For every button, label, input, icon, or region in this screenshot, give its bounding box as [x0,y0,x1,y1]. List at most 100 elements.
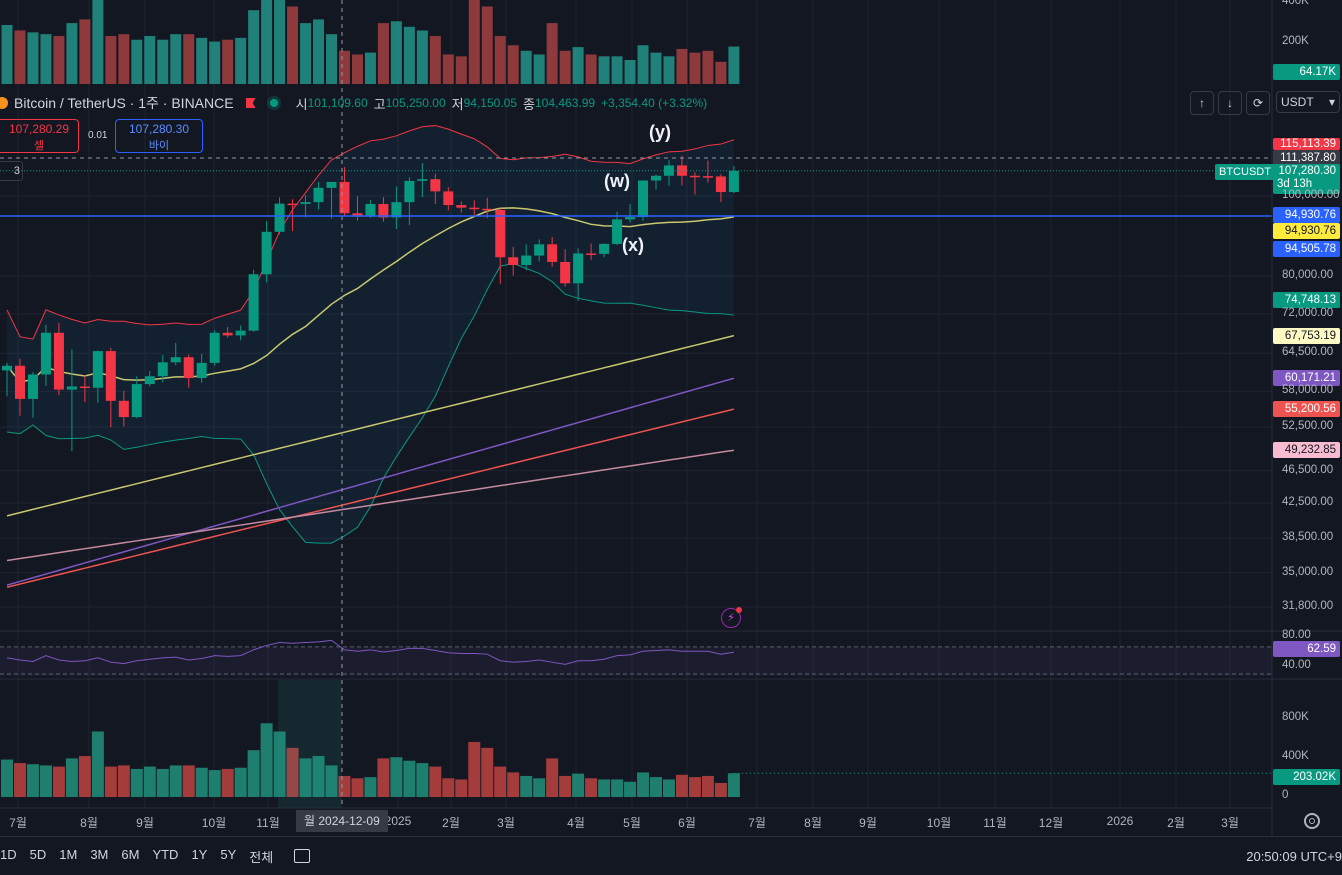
top-volume-bar [235,37,247,84]
buy-price: 107,280.30 [128,122,190,136]
top-volume-bar [650,52,662,84]
indicators-count-toggle[interactable]: 3 [0,161,23,181]
candle-body [352,213,363,217]
clock[interactable]: 20:50:09 UTC+9 [1246,849,1342,864]
flag-icon[interactable] [245,98,256,108]
candle-body [79,386,90,388]
calendar-icon[interactable] [294,849,311,863]
time-tick: 8월 [804,816,822,830]
candle-body [728,170,739,193]
time-tick: 10월 [201,816,227,830]
candle-body [689,175,700,178]
range-button[interactable]: 전체 [249,849,274,865]
sell-button[interactable]: 107,280.29 셀 [0,119,79,153]
currency-select[interactable]: USDT ▾ [1276,91,1340,113]
candle-body [547,244,558,262]
candle-body [495,209,506,258]
top-volume-bar [248,10,260,85]
move-up-button[interactable]: ↑ [1190,91,1214,115]
volume-bar [481,747,494,797]
top-volume-bar [637,45,649,84]
time-tick: 9월 [136,816,154,830]
volume-bar [624,781,637,797]
move-down-button[interactable]: ↓ [1218,91,1242,115]
close-value: 104,463.99 [534,96,596,110]
range-button[interactable]: 3M [90,846,109,862]
range-button[interactable]: YTD [152,846,179,862]
close-label: 종 [523,96,535,112]
range-button[interactable]: 5D [29,846,47,862]
sell-label: 셀 [33,140,45,152]
symbol-title[interactable]: Bitcoin / TetherUS · 1주 · BINANCE [14,95,234,111]
candle-body [599,243,610,254]
price-tick: 52,500.00 [1282,420,1334,433]
candle-body [378,203,389,218]
volume-bar [1,759,13,797]
settings-gear-icon[interactable] [1304,813,1320,829]
candle-body [40,332,51,375]
volume-bar [442,778,455,797]
symbol-flag: BTCUSDT [1215,164,1275,180]
time-tick: 5월 [623,816,641,830]
high-value: 105,250.00 [385,96,446,110]
candle-body [235,330,246,336]
candle-body [53,332,64,390]
range-button[interactable]: 1D [0,846,17,862]
high-label: 고 [373,96,386,112]
bollinger-band-fill [7,125,734,544]
volume-bar [662,779,675,797]
crosshair-price-label: 111,387.80 [1273,150,1340,166]
candle-body [287,203,298,206]
volume-bar [299,758,312,797]
candle-body [222,332,233,336]
volume-bar [611,779,624,797]
top-volume-bar [455,56,467,84]
range-button[interactable]: 5Y [220,846,237,862]
top-volume-bar [300,23,312,85]
top-volume-bar [598,56,610,84]
chevron-down-icon: ▾ [1328,95,1335,109]
candle-body [508,257,519,266]
wave-label-y[interactable]: (y) [649,122,671,142]
volume-bar [714,782,727,797]
volume-bar [403,760,416,797]
top-volume-bar [313,19,325,84]
arrow-up-icon: ↑ [1199,96,1205,110]
top-volume-bar [494,36,506,84]
volume-bar [26,764,39,797]
volume-bar [364,777,377,797]
candle-body [118,400,129,418]
spread-value: 0.01 [88,130,108,141]
volume-bar [727,773,740,797]
time-tick: 11월 [983,816,1007,830]
top-volume-bar [676,48,688,84]
top-volume-bar [196,37,208,84]
candle-body [27,374,38,399]
price-tick: 35,000.00 [1282,565,1334,578]
time-tick: 10월 [926,816,952,830]
volume-bar [91,731,104,797]
rsi-band [0,646,1272,676]
rsi-line [6,639,734,665]
alert-flash-icon[interactable]: ⚡ [721,607,742,628]
volume-bar [169,765,182,797]
candle-body [105,351,116,401]
range-button[interactable]: 1Y [191,846,208,862]
range-button[interactable]: 1M [59,846,78,862]
top-volume-bar [689,52,701,84]
range-button[interactable]: 6M [121,846,140,862]
price-tick: 42,500.00 [1282,495,1334,508]
time-tick: 2025 [384,814,412,828]
top-volume-bar [520,50,532,84]
candle-body [157,362,168,377]
candle-body [300,202,311,204]
candle-body [274,203,285,232]
buy-button[interactable]: 107,280.30 바이 [115,119,203,153]
buy-label: 바이 [148,140,170,152]
wave-label-x[interactable]: (x) [622,235,644,255]
maximize-button[interactable]: ⟳ [1246,91,1270,115]
wave-label-w[interactable]: (w) [604,171,630,191]
bb-lower-label: 74,748.13 [1273,292,1340,308]
ma20-label: 94,930.76 [1273,223,1340,239]
